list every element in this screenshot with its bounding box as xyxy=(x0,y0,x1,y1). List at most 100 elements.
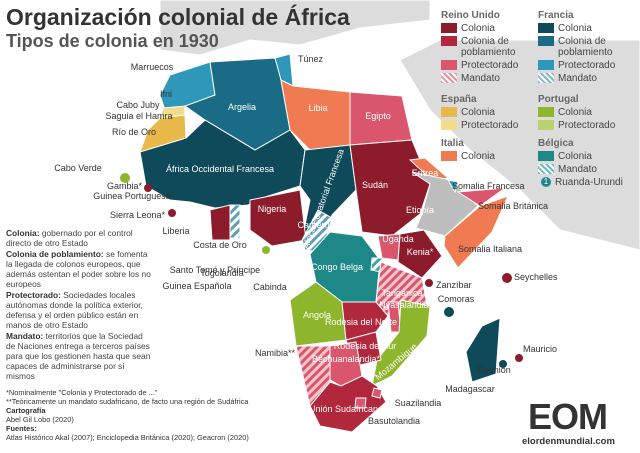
territory-label: Marruecos xyxy=(131,62,174,72)
island xyxy=(120,173,130,183)
legend-item: Protectorado xyxy=(441,60,537,71)
subtitle: Tipos de colonia en 1930 xyxy=(6,31,219,51)
legend-label: Colonia de poblamiento xyxy=(461,36,516,58)
territory-label: Etiopía xyxy=(406,205,434,215)
territory-label: Túnez xyxy=(298,54,324,64)
note: Mandato: territorios que la Sociedad de … xyxy=(6,331,154,381)
territory-label: Libia xyxy=(308,103,327,113)
territory-label: Nyasalandia xyxy=(379,300,429,310)
legend-label: Mandato xyxy=(461,73,500,84)
legend-swatch xyxy=(441,60,457,70)
legend-label: Colonia xyxy=(461,23,495,34)
legend-swatch xyxy=(538,73,554,83)
legend-item: Colonia de poblamiento xyxy=(441,36,537,58)
territory-label: Saguia el Hamra xyxy=(105,111,172,121)
legend-item: Mandato xyxy=(538,164,634,175)
territory-label: Ifni xyxy=(160,89,172,99)
island xyxy=(502,273,512,283)
legend-swatch xyxy=(538,151,554,161)
notes: Colonia: gobernado por el control direct… xyxy=(6,228,154,382)
credit-text: Atlas Histórico Akal (2007); Enciclopedi… xyxy=(6,433,249,442)
legend-label: Mandato xyxy=(558,73,597,84)
credit-term: Cartografía xyxy=(6,406,46,415)
territory-label: Somalia Británica xyxy=(478,201,548,211)
territory-label: Rodesia del Norte xyxy=(325,317,397,327)
footnotes: *Nominalmente "Colonia y Protectorado de… xyxy=(6,388,306,442)
territory-label: Bechuanalandia* xyxy=(312,354,381,364)
legend-item: Colonia xyxy=(441,107,537,118)
legend-heading: Italia xyxy=(441,138,464,149)
legend-heading: Reino Unido xyxy=(441,10,500,21)
legend-item: Colonia xyxy=(441,23,537,34)
legend-group: Portugal Colonia Protectorado xyxy=(538,94,634,133)
legend-item: Mandato xyxy=(441,73,537,84)
legend-label: Colonia xyxy=(461,107,495,118)
island xyxy=(515,354,523,362)
legend-label: Mandato xyxy=(558,164,597,175)
title: Organización colonial de África xyxy=(6,4,350,30)
note-term: Protectorado: xyxy=(6,290,61,300)
legend-item: Protectorado xyxy=(538,60,634,71)
territory-label: Gambia* xyxy=(107,181,143,191)
footnote: **Teóricamente un mandato sudafricano, d… xyxy=(6,397,249,406)
legend-label: Colonia de poblamiento xyxy=(558,36,613,58)
territory-label: Unión Sudafricana xyxy=(309,404,383,414)
legend-swatch xyxy=(441,120,457,130)
legend-group: Reino Unido Colonia Colonia de poblamiento… xyxy=(441,10,537,86)
territory-label: Mauricio xyxy=(523,344,557,354)
territory-label: Santo Tomé y Príncipe xyxy=(170,265,260,275)
note-term: Colonia: xyxy=(6,228,40,238)
legend-item: 1 Ruanda-Urundi xyxy=(538,177,634,188)
legend-swatch xyxy=(441,36,457,46)
legend-label: Colonia xyxy=(558,23,592,34)
note-text: Sociedades locales autónomas donde la po… xyxy=(6,290,143,330)
islands xyxy=(120,173,523,368)
territory-label: Seychelles xyxy=(514,272,558,282)
territory-label: Uganda xyxy=(382,234,414,244)
territory-label: Liberia xyxy=(162,226,189,236)
island xyxy=(499,360,507,368)
legend-label: Protectorado xyxy=(461,60,519,71)
legend-swatch xyxy=(538,36,554,46)
territory-label: Río de Oro xyxy=(112,127,156,137)
territory-label: Somalia Francesa xyxy=(452,181,525,191)
note: Colonia de poblamiento: se fomenta la ll… xyxy=(6,249,154,289)
logo: EOM xyxy=(528,396,608,437)
legend-item: Protectorado xyxy=(441,120,537,131)
legend-item: Colonia xyxy=(538,23,634,34)
legend-swatch xyxy=(538,60,554,70)
territories-shapes xyxy=(139,53,509,433)
territory-label: Reunión xyxy=(477,365,511,375)
legend-group: Bélgica Colonia Mandato 1 Ruanda-Urundi xyxy=(538,138,634,190)
legend-label: Colonia xyxy=(558,107,592,118)
footnote: *Nominalmente "Colonia y Protectorado de… xyxy=(6,388,158,397)
legend-group: Francia Colonia Colonia de poblamiento Prot… xyxy=(538,10,634,86)
legend-heading: Francia xyxy=(538,10,574,21)
note-term: Mandato: xyxy=(6,331,44,341)
territory-label: Kenia* xyxy=(407,247,434,257)
territory-label: Nigeria xyxy=(258,204,287,214)
legend-item: Colonia xyxy=(441,151,537,162)
legend-label: Ruanda-Urundi xyxy=(555,177,623,188)
island xyxy=(262,246,270,254)
territory-label: Rodesia del sur xyxy=(334,341,397,351)
territory-label: Namibia** xyxy=(255,348,296,358)
legend-label: Protectorado xyxy=(558,60,616,71)
legend-swatch xyxy=(441,73,457,83)
territory-label: Somalia Italiana xyxy=(458,244,522,254)
legend-group: Italia Colonia xyxy=(441,138,537,164)
legend-swatch xyxy=(538,107,554,117)
territory-label: Comoras xyxy=(438,294,475,304)
note-text: territorios que la Sociedad de Naciones … xyxy=(6,331,151,381)
legend-swatch xyxy=(538,23,554,33)
legend-label: Protectorado xyxy=(558,120,616,131)
legend-swatch xyxy=(538,120,554,130)
legend-heading: Portugal xyxy=(538,94,579,105)
territory-label: Guinea Portuguesa xyxy=(93,191,171,201)
territory-label: Eritrea xyxy=(412,168,439,178)
legend-heading: España xyxy=(441,94,477,105)
territory-label: Guinea Española xyxy=(162,281,231,291)
note-text: se fomenta la llegada de colonos europeo… xyxy=(6,249,151,289)
